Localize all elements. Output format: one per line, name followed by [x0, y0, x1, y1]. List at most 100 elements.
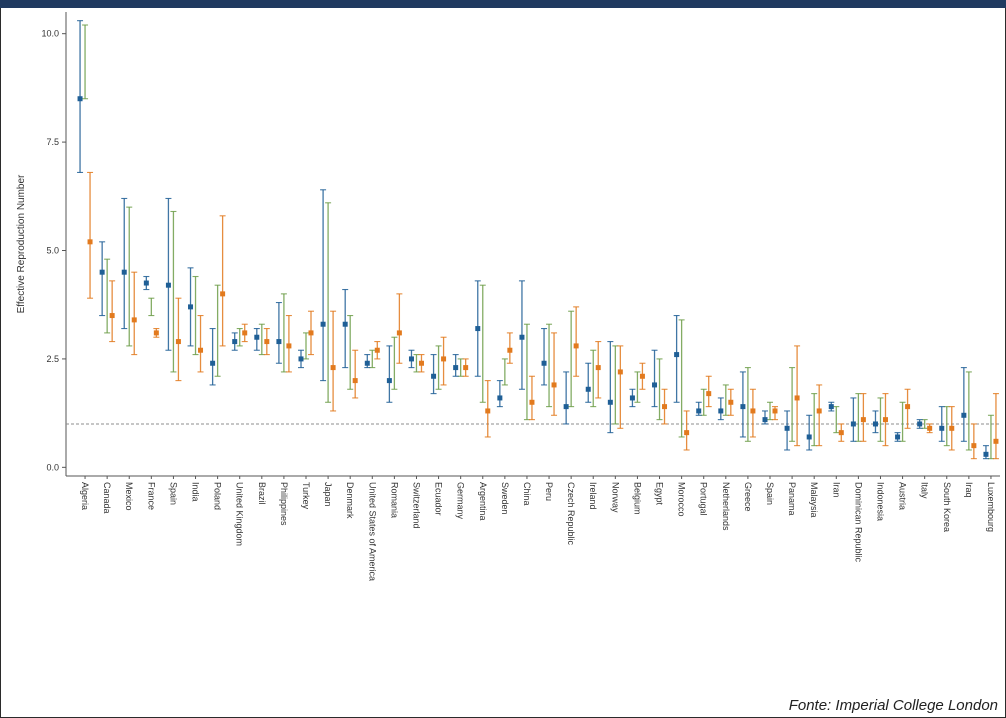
data-point	[872, 421, 878, 427]
data-point	[308, 330, 314, 336]
x-tick-label: Peru	[544, 482, 554, 501]
data-point	[330, 365, 336, 371]
data-point	[175, 339, 181, 345]
data-point	[585, 386, 591, 392]
data-point	[563, 404, 569, 410]
x-tick-label: Spain	[168, 482, 178, 505]
data-point	[286, 343, 292, 349]
data-point	[364, 360, 370, 366]
x-tick-label: Algeria	[80, 482, 90, 510]
data-point	[463, 365, 469, 371]
data-point	[242, 330, 248, 336]
x-tick-label: United States of America	[367, 482, 377, 581]
data-point	[595, 365, 601, 371]
data-point	[352, 378, 358, 384]
source-note: Fonte: Imperial College London	[788, 697, 998, 714]
y-tick-label: 0.0	[46, 462, 59, 472]
data-point	[541, 360, 547, 366]
data-point	[210, 360, 216, 366]
data-point	[895, 434, 901, 440]
data-point	[674, 352, 680, 358]
data-point	[99, 269, 105, 275]
y-tick-label: 2.5	[46, 354, 59, 364]
data-point	[131, 317, 137, 323]
data-point	[109, 313, 115, 319]
data-point	[386, 378, 392, 384]
x-tick-label: Norway	[610, 482, 620, 513]
data-point	[485, 408, 491, 414]
data-point	[453, 365, 459, 371]
data-point	[408, 356, 414, 362]
data-point	[806, 434, 812, 440]
data-point	[728, 399, 734, 405]
data-point	[188, 304, 194, 310]
x-tick-label: Belgium	[632, 482, 642, 515]
x-tick-label: Iran	[831, 482, 841, 498]
data-point	[696, 408, 702, 414]
data-point	[639, 373, 645, 379]
data-point	[374, 347, 380, 353]
x-tick-label: Romania	[389, 482, 399, 518]
x-tick-label: Italy	[920, 482, 930, 499]
data-point	[784, 425, 790, 431]
x-tick-label: Ecuador	[434, 482, 444, 516]
data-point	[740, 404, 746, 410]
x-tick-label: Panama	[787, 482, 797, 516]
data-point	[949, 425, 955, 431]
data-point	[121, 269, 127, 275]
x-tick-label: Morocco	[677, 482, 687, 517]
data-point	[551, 382, 557, 388]
data-point	[961, 412, 967, 418]
data-point	[684, 430, 690, 436]
data-point	[441, 356, 447, 362]
x-tick-label: China	[522, 482, 532, 506]
data-point	[320, 321, 326, 327]
data-point	[220, 291, 226, 297]
data-point	[838, 430, 844, 436]
y-axis-label: Effective Reproduction Number	[16, 174, 27, 313]
x-tick-label: Egypt	[655, 482, 665, 506]
data-point	[143, 280, 149, 286]
x-tick-label: Mexico	[124, 482, 134, 511]
x-tick-label: Canada	[102, 482, 112, 514]
x-tick-label: Sweden	[500, 482, 510, 515]
x-tick-label: Luxembourg	[986, 482, 996, 532]
data-point	[573, 343, 579, 349]
x-tick-label: Greece	[743, 482, 753, 512]
x-tick-label: Brazil	[257, 482, 267, 505]
data-point	[662, 404, 668, 410]
x-tick-label: Iraq	[964, 482, 974, 498]
x-tick-label: France	[146, 482, 156, 510]
x-tick-label: Switzerland	[411, 482, 421, 529]
x-tick-label: Dominican Republic	[853, 482, 863, 563]
x-tick-label: Philippines	[279, 482, 289, 526]
data-point	[165, 282, 171, 288]
data-point	[617, 369, 623, 375]
data-point	[993, 438, 999, 444]
x-tick-label: United Kingdom	[235, 482, 245, 546]
data-point	[475, 326, 481, 332]
data-point	[706, 391, 712, 397]
data-point	[529, 399, 535, 405]
data-point	[850, 421, 856, 427]
data-point	[927, 425, 933, 431]
x-tick-label: Austria	[898, 482, 908, 510]
data-point	[519, 334, 525, 340]
data-point	[983, 451, 989, 457]
data-point	[762, 417, 768, 423]
data-point	[342, 321, 348, 327]
data-point	[882, 417, 888, 423]
data-point	[232, 339, 238, 345]
data-point	[652, 382, 658, 388]
y-tick-label: 5.0	[46, 246, 59, 256]
x-tick-label: Turkey	[301, 482, 311, 510]
data-point	[718, 408, 724, 414]
x-tick-label: Ireland	[588, 482, 598, 510]
data-point	[629, 395, 635, 401]
data-point	[939, 425, 945, 431]
x-tick-label: India	[191, 482, 201, 502]
data-point	[396, 330, 402, 336]
data-point	[87, 239, 93, 245]
data-point	[153, 330, 159, 336]
